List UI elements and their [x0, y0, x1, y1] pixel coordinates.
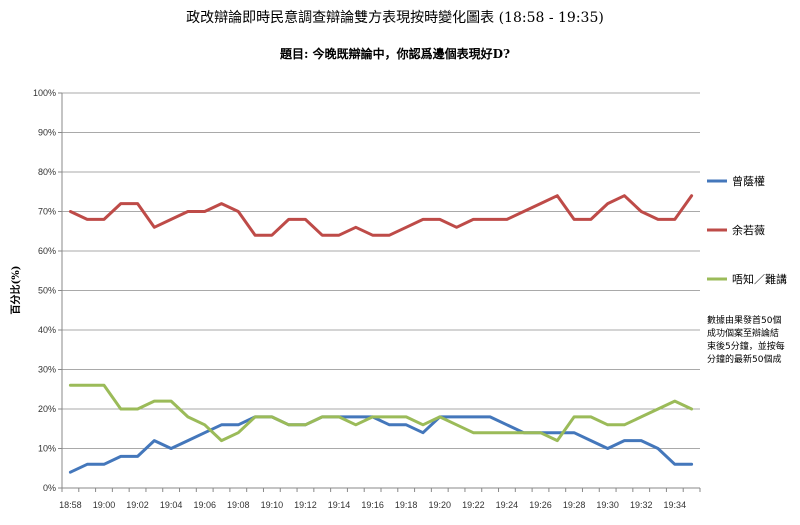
x-tick-label: 19:32: [630, 500, 653, 510]
x-tick-label: 19:20: [428, 500, 451, 510]
x-axis: 18:58 19:00 19:02 19:04 19:06 19:08 19:10 19:12…: [59, 487, 701, 510]
y-tick-label: 70%: [38, 207, 56, 217]
x-tick-label: 19:30: [596, 500, 619, 510]
x-tick-label: 19:08: [227, 500, 250, 510]
x-tick-label: 19:18: [395, 500, 418, 510]
x-tick-label: 19:16: [361, 500, 384, 510]
annotation-line: 數據由果發首50個: [707, 314, 781, 326]
legend-label: 唔知／難講: [732, 272, 787, 286]
y-tick-label: 50%: [38, 286, 56, 296]
series-line: [68, 415, 694, 474]
chart-title: 政改辯論即時民意調查辯論雙方表現按時變化圖表 (18:58 - 19:35): [186, 9, 604, 26]
x-tick-label: 19:34: [664, 500, 687, 510]
x-tick-label: 19:00: [93, 500, 116, 510]
y-tick-label: 90%: [38, 128, 56, 138]
y-tick-label: 100%: [33, 88, 56, 98]
annotation-line: 束後5分鐘，並按每: [707, 340, 785, 352]
y-tick-label: 40%: [38, 325, 56, 335]
y-tick-label: 10%: [38, 444, 56, 454]
legend-label: 曾蔭權: [732, 174, 765, 188]
x-tick-label: 19:14: [328, 500, 351, 510]
x-tick-label: 19:22: [462, 500, 485, 510]
series-line: [68, 194, 694, 237]
x-tick-label: 19:28: [563, 500, 586, 510]
y-axis: 0% 10% 20% 30% 40% 50% 60% 70% 80% 90% 100%: [33, 88, 63, 493]
series: [68, 194, 694, 474]
y-tick-label: 80%: [38, 167, 56, 177]
x-tick-label: 19:24: [496, 500, 519, 510]
x-tick-label: 19:12: [294, 500, 317, 510]
annotation-note: 數據由果發首50個 成功個案至辯論結 束後5分鐘，並按每 分鐘的最新50個成: [707, 314, 785, 365]
y-axis-label: 百分比(%): [9, 266, 22, 315]
x-tick-label: 19:04: [160, 500, 183, 510]
chart-subtitle: 題目: 今晚既辯論中，你認爲邊個表現好D?: [280, 46, 510, 61]
y-tick-label: 30%: [38, 365, 56, 375]
series-line: [68, 383, 694, 443]
legend-label: 余若薇: [732, 223, 765, 237]
grid: [62, 92, 700, 449]
y-tick-label: 20%: [38, 404, 56, 414]
x-tick-label: 19:26: [529, 500, 552, 510]
x-tick-label: 19:10: [261, 500, 284, 510]
x-tick-label: 19:06: [193, 500, 216, 510]
annotation-line: 成功個案至辯論結: [707, 327, 779, 339]
y-tick-label: 0%: [43, 483, 56, 493]
y-tick-label: 60%: [38, 246, 56, 256]
x-tick-label: 18:58: [59, 500, 82, 510]
annotation-line: 分鐘的最新50個成: [707, 353, 781, 365]
x-tick-label: 19:02: [126, 500, 149, 510]
